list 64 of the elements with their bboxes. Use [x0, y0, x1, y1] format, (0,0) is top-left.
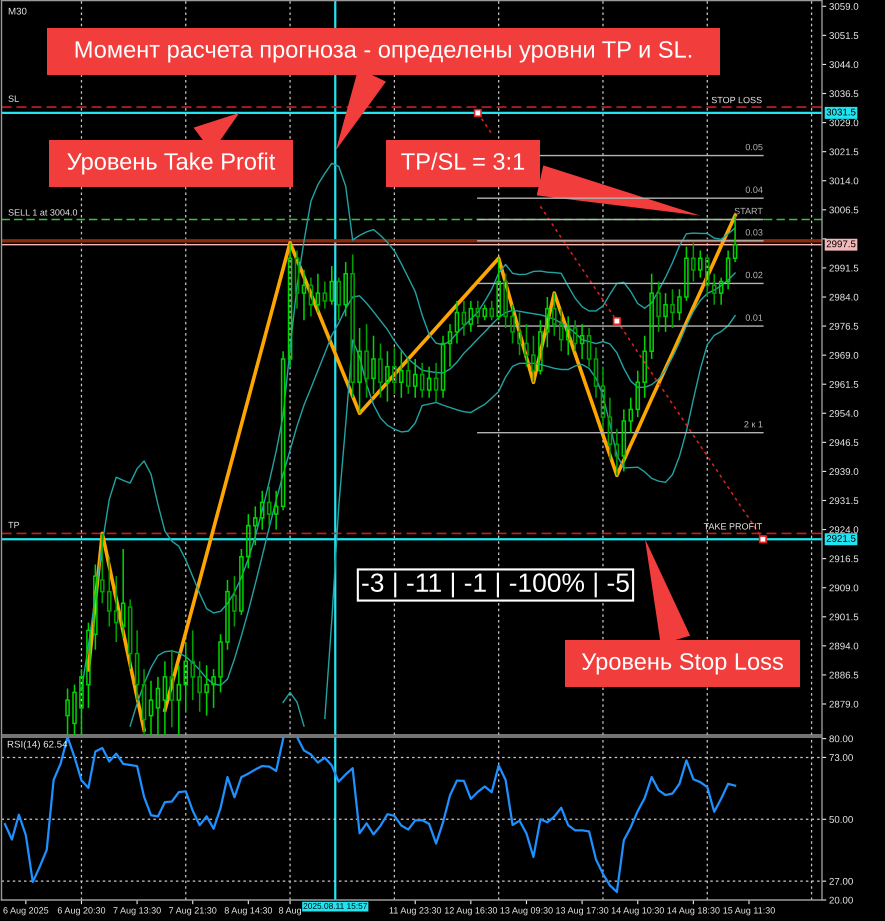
ref-line-label: 2997.5: [826, 240, 856, 248]
x-tick-label: 12 Aug 16:30: [444, 907, 498, 916]
x-tick-label: 13 Aug 17:30: [556, 907, 608, 916]
series-label: START: [734, 208, 763, 214]
y-tick-label: 2939.0: [829, 468, 858, 476]
y-tick-label: 3014.0: [829, 177, 858, 184]
y-tick-label: 2909.0: [829, 584, 858, 592]
y-tick-label: 2946.5: [829, 439, 858, 446]
annotation: Уровень Take Profit: [67, 152, 276, 175]
text: 2025.08.11 15:57: [304, 903, 367, 909]
y-tick-label: 2931.5: [829, 497, 858, 504]
x-tick-label: 8 Aug: [278, 907, 302, 916]
series-label: 2 к 1: [744, 421, 762, 428]
text: M30: [8, 8, 27, 15]
y-tick-label: 3006.5: [829, 206, 858, 214]
x-tick-label: 13 Aug 09:30: [500, 907, 553, 916]
annotation: Уровень Stop Loss: [582, 653, 783, 675]
y-tick-label: 2976.5: [829, 322, 858, 330]
series-label: 0.04: [746, 186, 763, 193]
y-tick-label: 2961.5: [829, 380, 858, 388]
y-tick-label: 3051.5: [829, 32, 858, 39]
ref-line-label: STOP LOSS: [712, 96, 762, 104]
annotation: SL: [8, 95, 19, 102]
series-label: 0.05: [746, 144, 763, 150]
ref-line-label: 2921.5: [826, 534, 856, 542]
x-tick-label: 7 Aug 21:30: [169, 907, 216, 916]
y-tick-label: 73.00: [829, 754, 853, 762]
series-label: 0.02: [746, 272, 762, 278]
x-tick-label: 8 Aug 14:30: [224, 907, 272, 916]
ref-line-label: SELL 1 at 3004.0: [8, 209, 78, 216]
y-tick-label: 2991.5: [829, 264, 858, 272]
annotation: -3 | -11 | -1 | -100% | -5: [362, 572, 629, 598]
y-tick-label: 2954.0: [829, 410, 858, 417]
x-tick-label: 7 Aug 13:30: [113, 907, 161, 916]
annotation: TP: [8, 522, 20, 528]
y-tick-label: 2901.5: [829, 614, 858, 620]
y-tick-label: 27.00: [829, 878, 853, 885]
x-tick-label: 6 Aug 2025: [3, 907, 48, 916]
y-tick-label: 50.00: [829, 816, 853, 823]
ref-line-label: TAKE PROFIT: [704, 523, 762, 530]
y-tick-label: 2969.0: [829, 352, 858, 359]
y-tick-label: 3029.0: [829, 119, 858, 126]
y-tick-label: 2894.0: [829, 642, 858, 650]
y-tick-label: 3044.0: [829, 61, 858, 68]
y-tick-label: 20.00: [829, 896, 853, 904]
y-tick-label: 2886.5: [829, 672, 858, 679]
y-tick-label: 3036.5: [829, 90, 858, 98]
y-tick-label: 2916.5: [829, 555, 858, 562]
x-tick-label: 15 Aug 11:30: [723, 907, 775, 916]
y-tick-label: 2879.0: [829, 700, 858, 708]
series-label: 0.03: [746, 229, 762, 236]
x-tick-label: 6 Aug 20:30: [58, 907, 106, 916]
y-tick-label: 2984.0: [829, 294, 858, 301]
x-tick-label: 14 Aug 18:30: [667, 907, 720, 916]
x-tick-label: 11 Aug 23:30: [390, 907, 442, 916]
series-label: 0.01: [746, 314, 762, 321]
y-tick-label: 3059.0: [829, 3, 858, 10]
x-tick-label: 14 Aug 10:30: [612, 907, 664, 916]
annotation: TP/SL = 3:1: [401, 152, 524, 170]
y-tick-label: 80.00: [829, 735, 853, 742]
ref-line-label: 3031.5: [826, 108, 856, 116]
y-tick-label: 3021.5: [829, 148, 858, 156]
y-tick-label: 2924.0: [829, 526, 858, 534]
annotation: Момент расчета прогноза - определены уровни TP и SL.: [76, 41, 692, 63]
